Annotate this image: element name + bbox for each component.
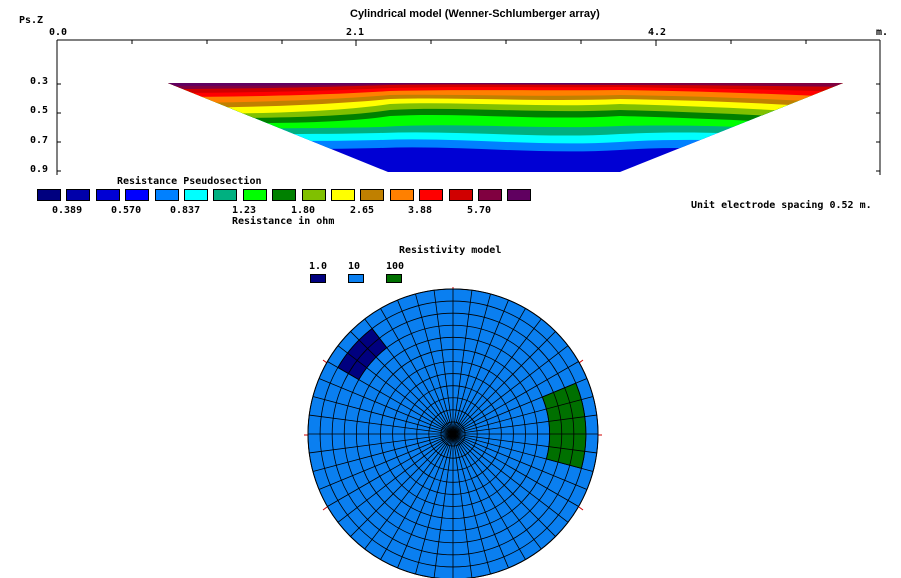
mesh-ray <box>337 433 454 523</box>
mesh-ray <box>380 433 454 560</box>
y-tick-label: 0.9 <box>30 164 49 175</box>
legend-color-swatch <box>213 189 238 201</box>
legend-value: 1.80 <box>291 205 316 216</box>
mesh-ray <box>452 414 597 435</box>
legend-title: Resistance Pseudosection <box>117 176 262 187</box>
mesh-ray <box>433 433 454 578</box>
y-tick-label: 0.3 <box>30 76 49 87</box>
legend-color-swatch <box>95 189 120 201</box>
mesh-ray <box>452 299 509 435</box>
mesh-ray <box>350 331 454 435</box>
model-legend-swatch-low <box>310 274 326 283</box>
mesh-ray <box>452 433 579 507</box>
mesh-ray <box>452 433 491 575</box>
legend-color-swatch <box>331 189 355 201</box>
mesh-ray <box>350 433 454 537</box>
mesh-ray <box>309 433 454 454</box>
model-legend-swatch-high <box>386 274 402 283</box>
pseudosection-title: Cylindrical model (Wenner-Schlumberger a… <box>350 8 600 20</box>
legend-value: 0.837 <box>170 205 201 216</box>
pseudosection-contours <box>168 83 843 172</box>
legend-value: 0.570 <box>111 205 142 216</box>
mesh-ray <box>452 433 509 569</box>
mesh-ray <box>397 299 454 435</box>
mesh-ray <box>452 318 542 435</box>
mesh-ray <box>327 361 454 435</box>
mesh-ray <box>452 433 556 537</box>
mesh-rays <box>308 289 598 578</box>
legend-value: 2.65 <box>350 205 375 216</box>
legend-color-swatch <box>242 189 267 201</box>
mesh-ray <box>452 433 588 490</box>
legend-color-swatch <box>301 189 326 201</box>
model-legend-swatch-mid <box>348 274 364 283</box>
legend-value: 3.88 <box>408 205 433 216</box>
legend-units: Resistance in ohm <box>232 216 335 227</box>
legend-value: 5.70 <box>467 205 492 216</box>
mesh-ray <box>312 396 454 435</box>
mesh-ray <box>309 414 454 435</box>
mesh-ray <box>397 433 454 569</box>
electrode-spacing-note: Unit electrode spacing 0.52 m. <box>691 200 872 211</box>
model-legend-label: 100 <box>386 261 405 272</box>
mesh-ray <box>452 290 473 435</box>
mesh-ray <box>318 378 454 435</box>
mesh-ray <box>433 290 454 435</box>
legend-color-swatch <box>184 189 208 201</box>
mesh-ray <box>318 433 454 490</box>
mesh-ray <box>452 433 597 454</box>
mesh-ray <box>452 396 594 435</box>
legend-color-swatch <box>478 189 502 201</box>
legend-value: 0.389 <box>52 205 83 216</box>
legend-color-swatch <box>360 189 385 201</box>
mesh-ray <box>452 361 579 435</box>
legend-color-swatch <box>272 189 297 201</box>
mesh-ray <box>380 308 454 435</box>
mesh-ray <box>364 318 454 435</box>
x-tick-label: m. <box>876 27 889 38</box>
x-tick-label: 2.1 <box>346 27 365 38</box>
legend-color-swatch <box>125 189 150 201</box>
mesh-ray <box>452 378 588 435</box>
mesh-ray <box>312 433 454 472</box>
y-tick-label: 0.5 <box>30 105 49 116</box>
mesh-ray <box>415 293 454 435</box>
legend-color-swatch <box>389 189 414 201</box>
resistivity-model-section <box>304 287 602 578</box>
mesh-ray <box>452 433 526 560</box>
mesh-ray <box>452 331 556 435</box>
mesh-ray <box>337 345 454 435</box>
mesh-ray <box>452 345 569 435</box>
mesh-ray <box>452 433 569 523</box>
x-tick-label: 0.0 <box>49 27 68 38</box>
legend-color-swatch <box>448 189 473 201</box>
legend-color-swatch <box>419 189 444 201</box>
mesh-ray <box>452 433 594 472</box>
resistivity-model-title: Resistivity model <box>399 245 502 256</box>
y-axis-label: Ps.Z <box>19 15 44 26</box>
legend-value: 1.23 <box>232 205 257 216</box>
mesh-ray <box>452 433 542 550</box>
y-tick-label: 0.7 <box>30 135 49 146</box>
model-legend-label: 1.0 <box>309 261 328 272</box>
mesh-ray <box>327 433 454 507</box>
mesh-ray <box>364 433 454 550</box>
legend-color-swatch <box>66 189 91 201</box>
mesh-ray <box>452 433 473 578</box>
legend-color-swatch <box>507 189 532 201</box>
mesh-ray <box>452 293 491 435</box>
x-tick-label: 4.2 <box>648 27 667 38</box>
pseudosection-axes <box>56 39 881 175</box>
legend-color-swatch <box>37 189 61 201</box>
legend-color-swatch <box>154 189 179 201</box>
mesh-ray <box>415 433 454 575</box>
mesh-ray <box>452 308 526 435</box>
model-legend-label: 10 <box>348 261 361 272</box>
